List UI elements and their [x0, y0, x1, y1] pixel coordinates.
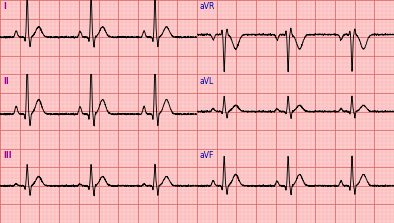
- Text: I: I: [3, 2, 6, 11]
- Text: aVL: aVL: [200, 76, 214, 86]
- Text: II: II: [3, 76, 9, 86]
- Text: III: III: [3, 151, 11, 160]
- Text: aVF: aVF: [200, 151, 214, 160]
- Text: aVR: aVR: [200, 2, 216, 11]
